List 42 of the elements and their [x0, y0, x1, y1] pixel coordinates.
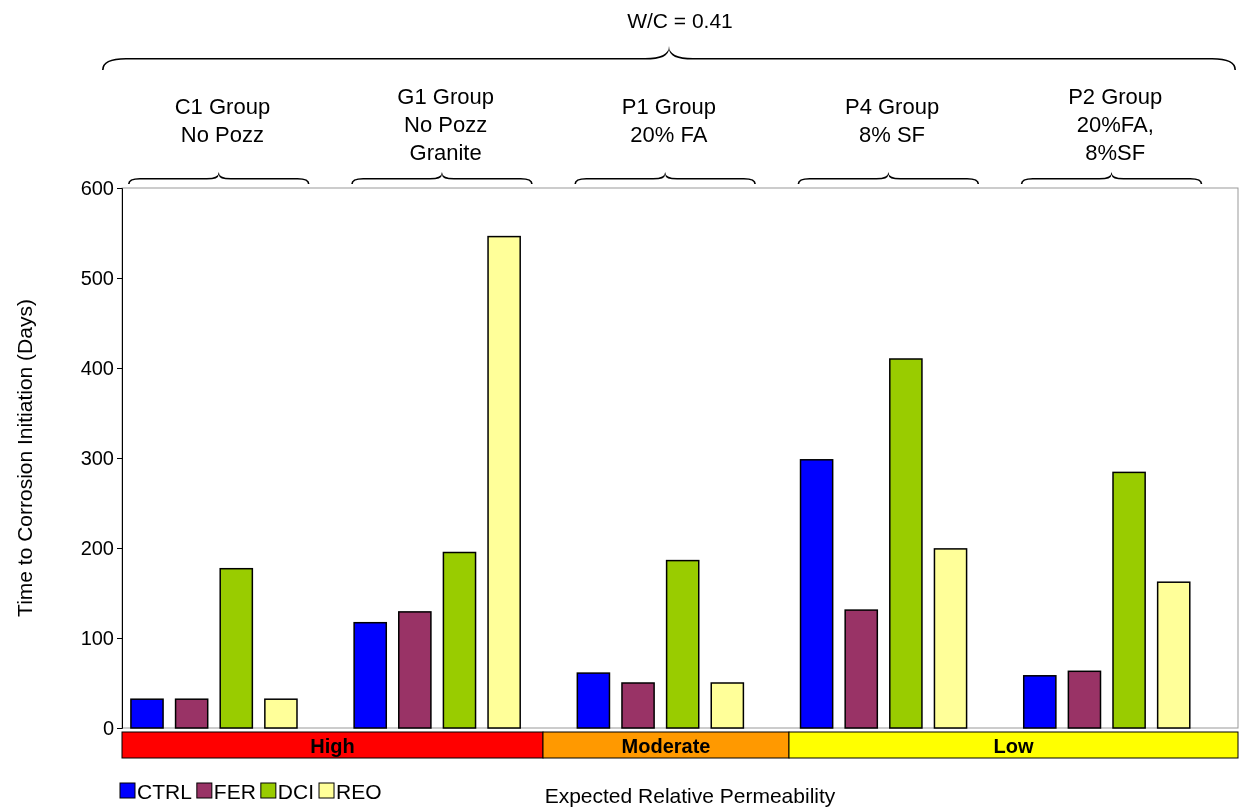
x-tick-label: P2 Group 20%FA, 8%SF	[1068, 84, 1163, 165]
text: High	[310, 735, 355, 757]
y-tick-label: 300	[80, 446, 114, 469]
bar	[665, 559, 700, 729]
x-tick-label: G1 Group No Pozz Granite	[397, 84, 494, 165]
legend-label: DCI	[277, 780, 315, 803]
bar	[889, 358, 923, 729]
legend-label: REO	[336, 780, 382, 803]
bar	[621, 682, 655, 729]
bar	[219, 567, 254, 729]
chart-title: W/C = 0.41	[627, 9, 733, 32]
bar	[264, 698, 298, 729]
y-tick-label: 600	[80, 176, 114, 199]
bar	[799, 459, 834, 729]
x-tick-label: C1 Group No Pozz	[174, 94, 271, 147]
bar	[576, 672, 611, 729]
bar	[442, 551, 477, 729]
bar	[933, 548, 968, 729]
bar	[1022, 675, 1057, 729]
bar	[1067, 670, 1102, 729]
y-tick-label: 0	[102, 716, 114, 739]
y-axis-title: Time to Corrosion Initiation (Days)	[13, 299, 36, 617]
bar	[1112, 471, 1146, 729]
bar	[353, 621, 388, 729]
bar	[398, 611, 432, 729]
legend-label: FER	[213, 780, 256, 803]
y-tick-label: 500	[80, 266, 114, 289]
legend-label: CTRL	[137, 780, 192, 803]
bar	[844, 609, 879, 729]
bar	[130, 698, 164, 729]
text: Low	[993, 735, 1034, 757]
y-tick-label: 400	[80, 356, 114, 379]
bar	[710, 682, 745, 729]
y-tick-label: 200	[80, 536, 114, 559]
text: Moderate	[621, 735, 711, 757]
y-tick-label: 100	[80, 626, 114, 649]
bar	[174, 698, 209, 729]
x-tick-label: P1 Group 20% FA	[621, 94, 716, 147]
x-axis-title: Expected Relative Permeability	[544, 784, 836, 807]
x-tick-label: P4 Group 8% SF	[844, 94, 940, 147]
bar	[487, 235, 521, 729]
bar	[1156, 581, 1191, 729]
